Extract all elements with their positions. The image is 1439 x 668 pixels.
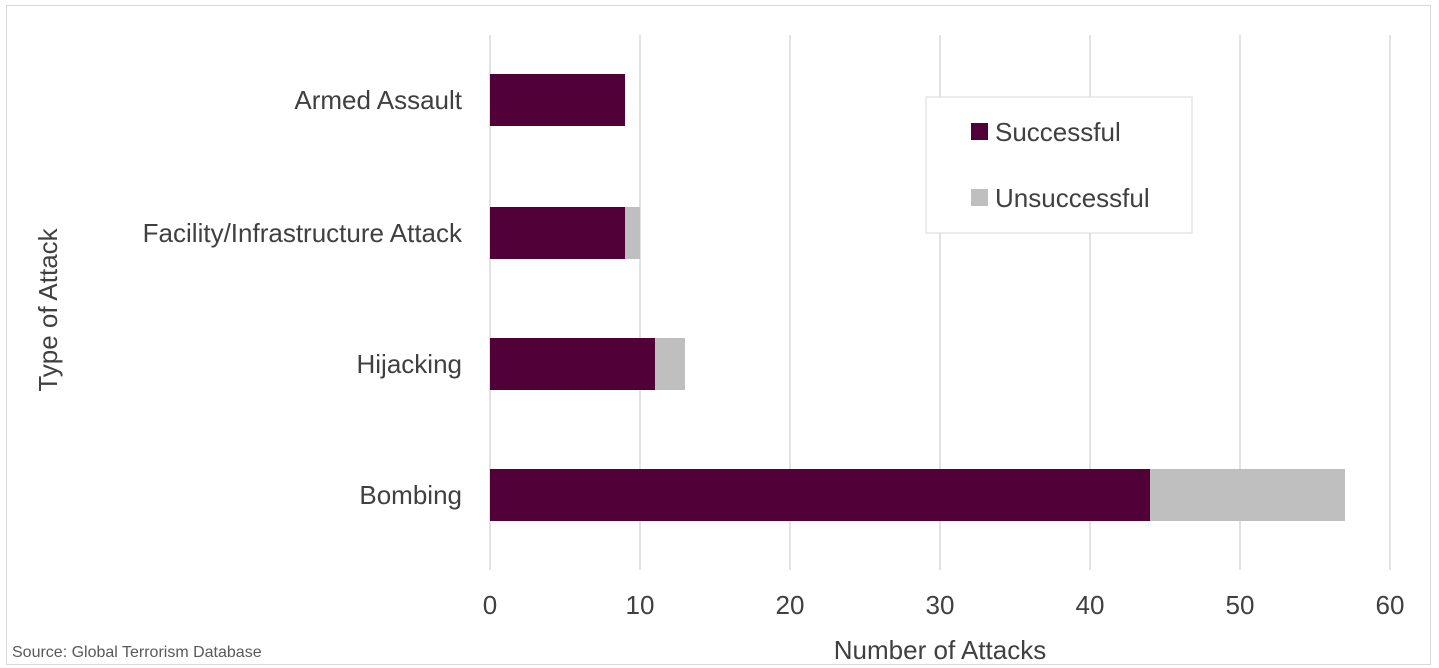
legend-swatch-successful	[971, 123, 988, 140]
bars	[490, 74, 1345, 521]
y-tick-label: Hijacking	[357, 349, 463, 379]
y-tick-label: Bombing	[359, 480, 462, 510]
bar-successful	[490, 207, 625, 259]
x-axis-title: Number of Attacks	[834, 635, 1046, 665]
bar-successful	[490, 469, 1150, 521]
legend: Successful Unsuccessful	[925, 96, 1193, 234]
y-axis-title: Type of Attack	[33, 227, 63, 391]
legend-label-successful: Successful	[995, 117, 1121, 147]
x-tick-label: 40	[1076, 590, 1105, 620]
bar-successful	[490, 74, 625, 126]
y-tick-label: Facility/Infrastructure Attack	[143, 218, 463, 248]
bar-successful	[490, 338, 655, 390]
bar-unsuccessful	[625, 207, 640, 259]
x-tick-label: 50	[1226, 590, 1255, 620]
y-tick-label: Armed Assault	[294, 85, 462, 115]
legend-label-unsuccessful: Unsuccessful	[995, 183, 1150, 213]
legend-swatch-unsuccessful	[971, 189, 988, 206]
legend-box	[925, 96, 1193, 234]
chart-frame	[6, 5, 1431, 665]
x-tick-label: 10	[626, 590, 655, 620]
y-axis-ticks: Armed Assault Facility/Infrastructure Att…	[143, 85, 463, 510]
bar-unsuccessful	[1150, 469, 1345, 521]
x-tick-label: 30	[926, 590, 955, 620]
x-tick-label: 20	[776, 590, 805, 620]
bar-unsuccessful	[655, 338, 685, 390]
x-tick-label: 60	[1376, 590, 1405, 620]
source-note: Source: Global Terrorism Database	[12, 644, 262, 661]
x-axis-ticks: 0 10 20 30 40 50 60	[483, 590, 1405, 620]
x-tick-label: 0	[483, 590, 497, 620]
